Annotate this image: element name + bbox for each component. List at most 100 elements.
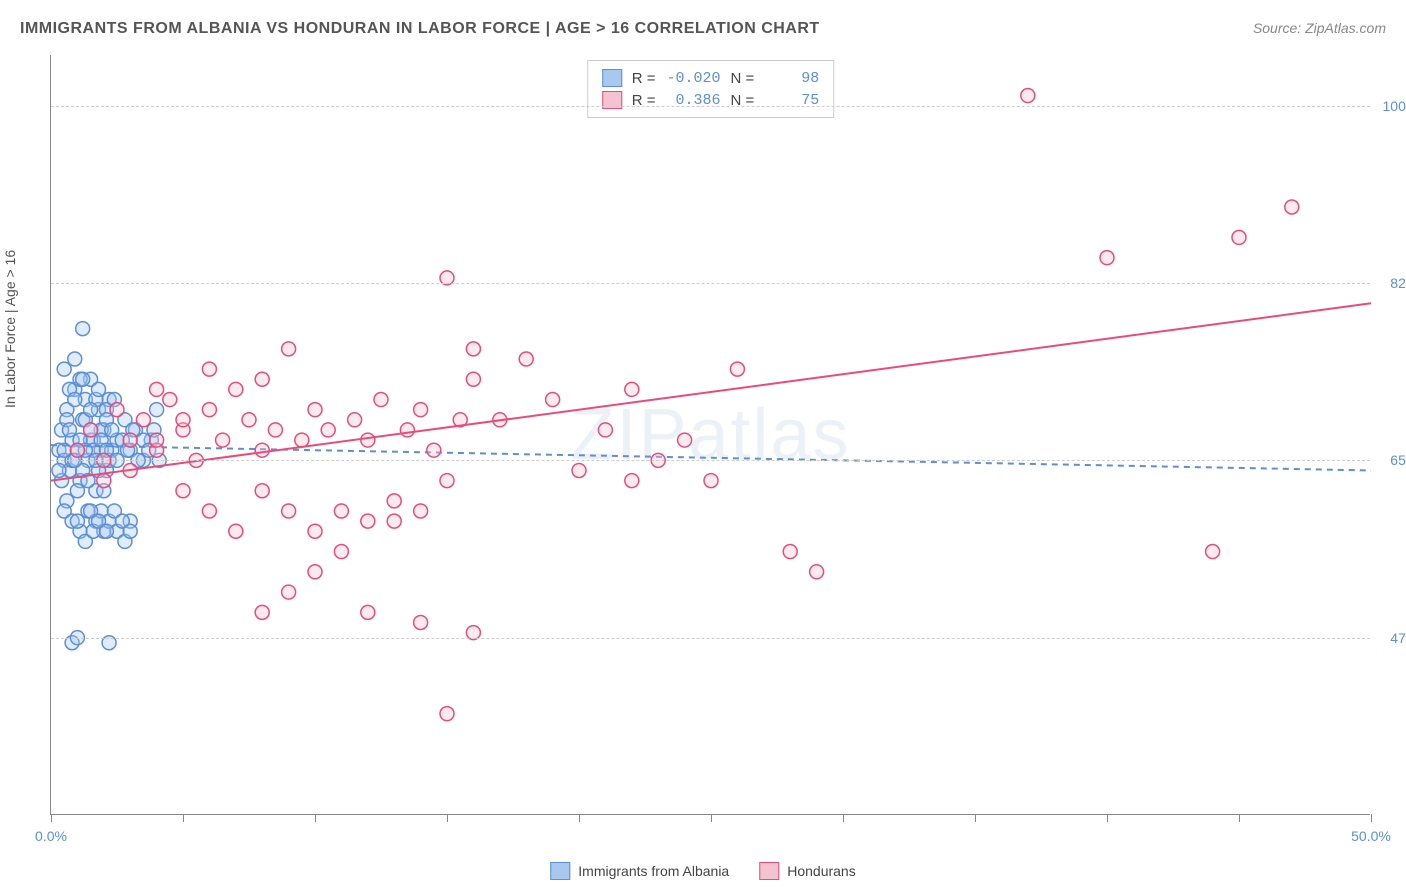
scatter-point <box>810 565 824 579</box>
scatter-point <box>176 484 190 498</box>
y-tick-label: 82.5% <box>1390 275 1406 291</box>
scatter-point <box>321 423 335 437</box>
scatter-point <box>1232 230 1246 244</box>
x-tick <box>1371 814 1372 822</box>
scatter-point <box>70 443 84 457</box>
scatter-plot-svg <box>51 55 1370 814</box>
scatter-point <box>229 382 243 396</box>
gridline-h <box>51 638 1370 639</box>
scatter-point <box>334 504 348 518</box>
scatter-point <box>440 474 454 488</box>
scatter-point <box>97 474 111 488</box>
scatter-point <box>414 504 428 518</box>
legend-swatch-albania <box>550 862 570 880</box>
x-tick <box>711 814 712 822</box>
x-tick <box>579 814 580 822</box>
scatter-point <box>255 443 269 457</box>
scatter-point <box>334 545 348 559</box>
scatter-point <box>625 382 639 396</box>
scatter-point <box>361 605 375 619</box>
scatter-point <box>414 403 428 417</box>
scatter-point <box>730 362 744 376</box>
scatter-point <box>519 352 533 366</box>
scatter-point <box>68 393 82 407</box>
scatter-point <box>348 413 362 427</box>
scatter-point <box>400 423 414 437</box>
scatter-point <box>374 393 388 407</box>
x-tick <box>1239 814 1240 822</box>
legend-item-honduran: Hondurans <box>759 862 856 880</box>
scatter-point <box>1206 545 1220 559</box>
chart-title: IMMIGRANTS FROM ALBANIA VS HONDURAN IN L… <box>20 20 820 38</box>
trend-line <box>51 445 1371 470</box>
scatter-point <box>92 382 106 396</box>
scatter-point <box>202 504 216 518</box>
scatter-point <box>598 423 612 437</box>
scatter-point <box>1100 251 1114 265</box>
scatter-point <box>282 504 296 518</box>
scatter-point <box>704 474 718 488</box>
scatter-point <box>466 372 480 386</box>
scatter-point <box>546 393 560 407</box>
scatter-point <box>163 393 177 407</box>
trend-line <box>51 303 1371 480</box>
scatter-point <box>387 494 401 508</box>
scatter-point <box>255 605 269 619</box>
x-tick <box>975 814 976 822</box>
y-tick-label: 47.5% <box>1390 630 1406 646</box>
scatter-point <box>202 403 216 417</box>
scatter-point <box>625 474 639 488</box>
x-tick <box>843 814 844 822</box>
gridline-h <box>51 283 1370 284</box>
scatter-point <box>572 463 586 477</box>
scatter-point <box>76 322 90 336</box>
scatter-point <box>123 524 137 538</box>
scatter-point <box>308 524 322 538</box>
scatter-point <box>1285 200 1299 214</box>
scatter-point <box>70 514 84 528</box>
y-axis-label: In Labor Force | Age > 16 <box>2 250 18 408</box>
scatter-point <box>282 342 296 356</box>
scatter-point <box>427 443 441 457</box>
scatter-point <box>202 362 216 376</box>
gridline-h <box>51 106 1370 107</box>
scatter-point <box>84 423 98 437</box>
scatter-point <box>99 524 113 538</box>
x-tick <box>447 814 448 822</box>
scatter-point <box>123 433 137 447</box>
scatter-point <box>678 433 692 447</box>
scatter-point <box>268 423 282 437</box>
scatter-point <box>52 463 66 477</box>
scatter-point <box>783 545 797 559</box>
scatter-point <box>176 413 190 427</box>
scatter-point <box>216 433 230 447</box>
scatter-point <box>150 382 164 396</box>
scatter-point <box>308 565 322 579</box>
source-label: Source: ZipAtlas.com <box>1253 20 1386 36</box>
scatter-point <box>76 372 90 386</box>
legend-label-honduran: Hondurans <box>787 863 856 879</box>
scatter-point <box>466 342 480 356</box>
legend-swatch-honduran <box>759 862 779 880</box>
scatter-point <box>110 403 124 417</box>
bottom-legend: Immigrants from Albania Hondurans <box>550 862 855 880</box>
x-tick <box>183 814 184 822</box>
scatter-point <box>440 707 454 721</box>
scatter-point <box>295 433 309 447</box>
scatter-point <box>150 403 164 417</box>
scatter-point <box>414 615 428 629</box>
x-tick-label: 0.0% <box>35 828 67 844</box>
gridline-h <box>51 460 1370 461</box>
x-tick-label: 50.0% <box>1351 828 1391 844</box>
scatter-point <box>150 433 164 447</box>
x-tick <box>315 814 316 822</box>
scatter-point <box>282 585 296 599</box>
scatter-point <box>136 413 150 427</box>
x-tick <box>1107 814 1108 822</box>
scatter-point <box>361 514 375 528</box>
legend-label-albania: Immigrants from Albania <box>578 863 729 879</box>
scatter-point <box>308 403 322 417</box>
scatter-point <box>255 484 269 498</box>
scatter-point <box>229 524 243 538</box>
y-tick-label: 65.0% <box>1390 452 1406 468</box>
